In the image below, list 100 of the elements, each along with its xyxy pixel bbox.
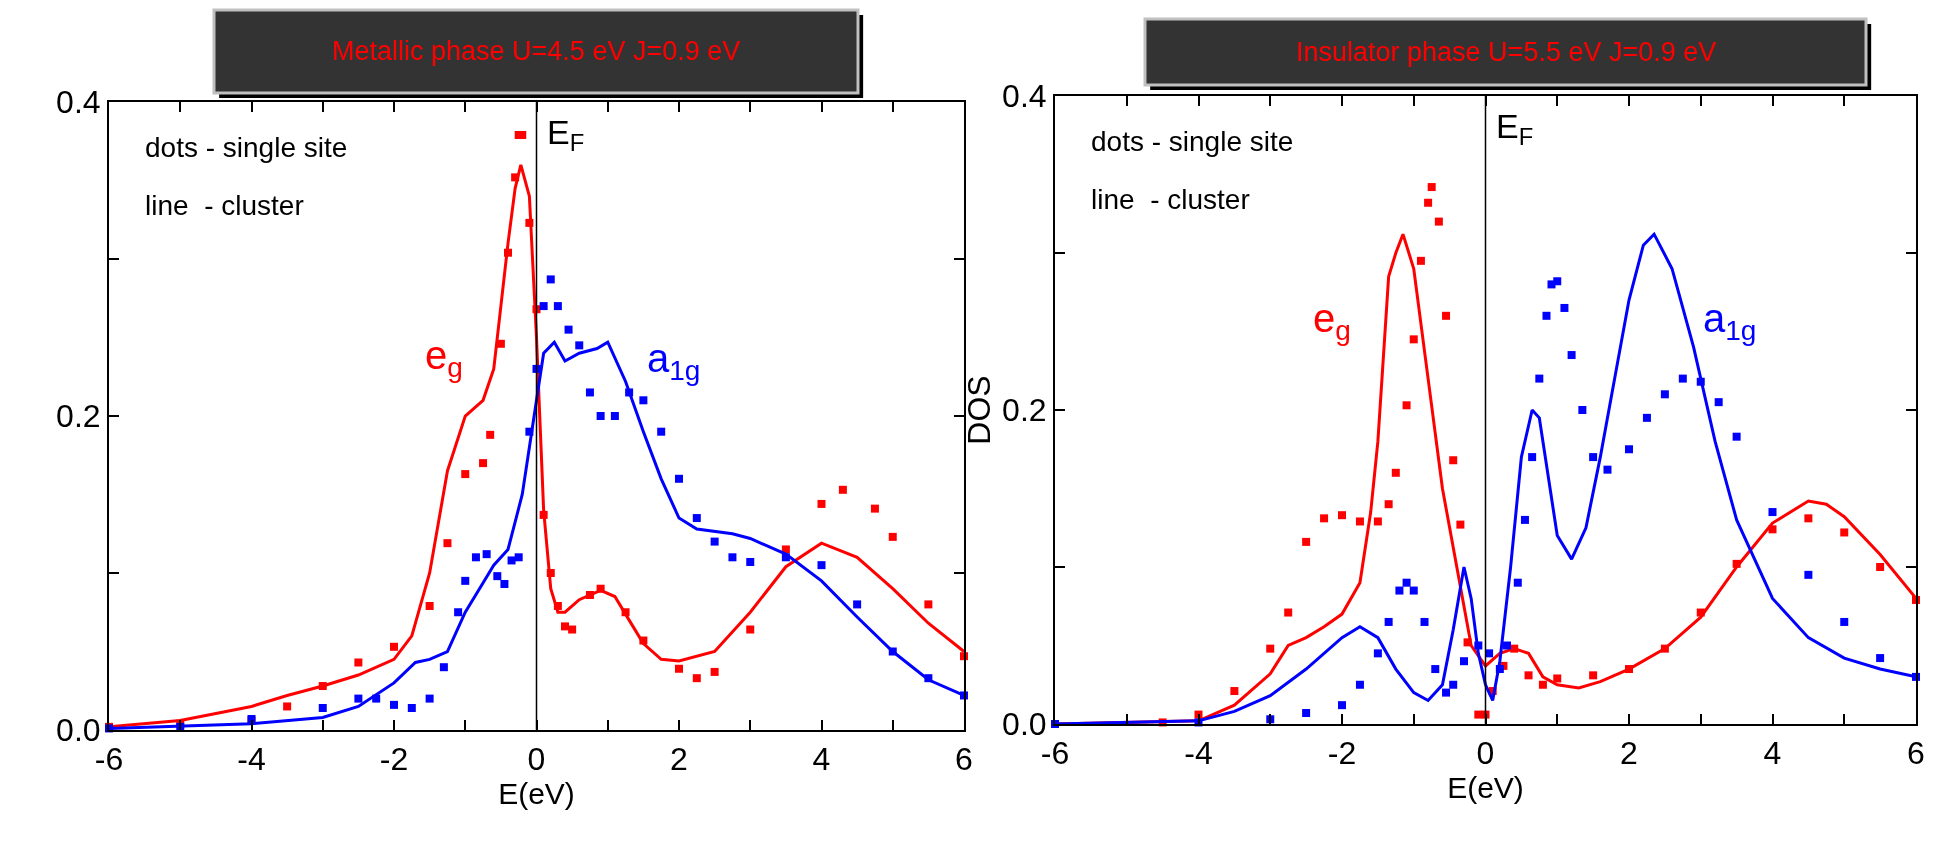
point (1355, 517, 1364, 526)
point (1384, 500, 1393, 509)
point (575, 341, 584, 350)
point (1553, 674, 1562, 683)
point (454, 608, 463, 617)
point (486, 430, 495, 439)
point (1302, 709, 1311, 718)
point (553, 302, 562, 311)
point (1302, 537, 1311, 546)
annotation: dots - single site (1091, 126, 1294, 157)
point (1373, 517, 1382, 526)
x-tick-label: 2 (1620, 735, 1638, 772)
point (500, 579, 509, 588)
point (1642, 413, 1651, 422)
point (1528, 453, 1537, 462)
point (482, 550, 491, 559)
point (1442, 688, 1451, 697)
point (1384, 617, 1393, 626)
point (585, 388, 594, 397)
point (1338, 701, 1346, 710)
point (1266, 644, 1275, 653)
point (692, 674, 701, 683)
annotation: line - cluster (1091, 184, 1250, 215)
point (1578, 406, 1587, 414)
point (318, 704, 327, 713)
x-tick-label: -2 (1327, 735, 1357, 772)
annotation: a$_{1g}$ (647, 336, 701, 387)
point (1456, 520, 1465, 529)
chart-title: Metallic phase U=4.5 eV J=0.9 eV (332, 36, 741, 66)
point (354, 658, 363, 667)
point (639, 396, 648, 405)
point (1535, 374, 1544, 383)
point (870, 504, 879, 513)
point (1409, 586, 1418, 595)
x-tick-label: 4 (812, 741, 831, 778)
point (461, 576, 470, 585)
point (1513, 578, 1522, 587)
point (1840, 617, 1849, 626)
point (1416, 256, 1425, 265)
point (564, 325, 573, 334)
point (568, 625, 577, 634)
x-axis-title: E(eV) (498, 777, 575, 811)
point (710, 667, 719, 676)
point (1804, 570, 1813, 579)
x-tick-label: 6 (1907, 735, 1925, 772)
point (817, 499, 826, 508)
point (507, 556, 516, 565)
point (728, 553, 737, 562)
point (675, 474, 683, 483)
chart-title: Insulator phase U=5.5 eV J=0.9 eV (1296, 37, 1717, 67)
y-tick-label: 0.2 (56, 398, 101, 435)
point (1542, 311, 1551, 320)
point (1395, 586, 1404, 595)
point (1402, 401, 1411, 410)
point (675, 664, 683, 673)
point (1434, 217, 1443, 226)
point (657, 427, 666, 436)
annotation: line - cluster (145, 190, 304, 221)
point (479, 459, 488, 468)
y-tick-label: 0.4 (1002, 78, 1047, 115)
point (1320, 514, 1329, 523)
point (1355, 680, 1364, 689)
point (390, 642, 398, 651)
point (425, 694, 434, 703)
point (1589, 671, 1598, 680)
point (1524, 671, 1533, 680)
point (1840, 528, 1849, 537)
point (1373, 649, 1382, 658)
point (746, 625, 755, 634)
point (781, 545, 790, 554)
point (1589, 453, 1598, 462)
point (407, 704, 416, 713)
point (1732, 432, 1741, 441)
point (924, 600, 933, 609)
x-tick-label: -4 (237, 741, 266, 778)
point (390, 700, 398, 709)
point (1391, 468, 1400, 477)
x-tick-label: 0 (527, 741, 546, 778)
point (1449, 680, 1458, 689)
point (710, 537, 719, 546)
point (1503, 641, 1512, 650)
point (354, 694, 363, 703)
point (1520, 515, 1529, 524)
point (561, 622, 569, 631)
point (1876, 563, 1885, 571)
point (439, 663, 448, 672)
point (817, 561, 826, 570)
point (471, 553, 480, 562)
point (1442, 311, 1451, 320)
point (1553, 277, 1562, 286)
point (1431, 665, 1440, 674)
point (1876, 654, 1885, 663)
point (610, 412, 619, 420)
annotation: dots - single site (145, 132, 348, 163)
x-axis-title: E(eV) (1447, 771, 1524, 805)
point (853, 600, 862, 609)
point (1538, 680, 1547, 689)
point (425, 601, 434, 610)
point (1603, 465, 1612, 474)
point (443, 539, 452, 548)
